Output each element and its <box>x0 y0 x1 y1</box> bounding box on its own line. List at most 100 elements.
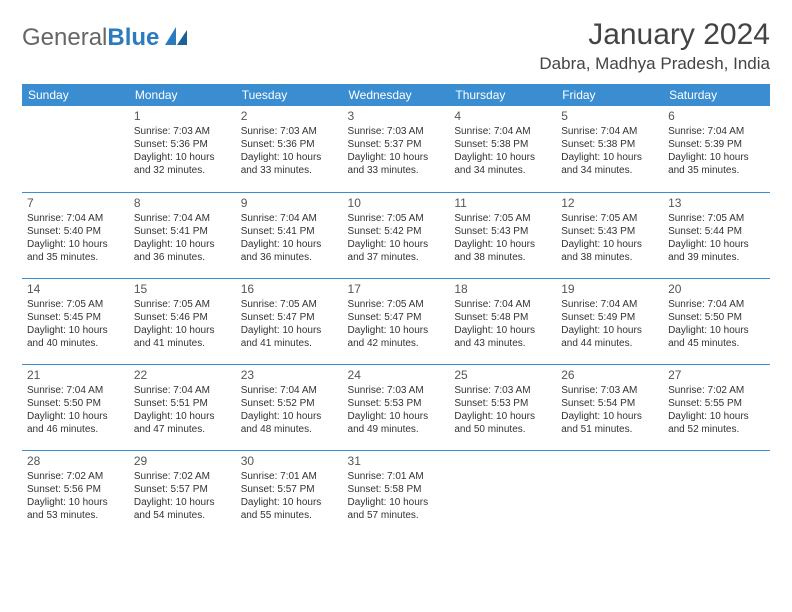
calendar-day: 20Sunrise: 7:04 AMSunset: 5:50 PMDayligh… <box>663 278 770 364</box>
calendar-day: 7Sunrise: 7:04 AMSunset: 5:40 PMDaylight… <box>22 192 129 278</box>
day-info: Sunrise: 7:05 AMSunset: 5:42 PMDaylight:… <box>348 212 445 264</box>
sunrise-line: Sunrise: 7:04 AM <box>134 384 231 397</box>
location: Dabra, Madhya Pradesh, India <box>539 54 770 74</box>
sunrise-line: Sunrise: 7:01 AM <box>241 470 338 483</box>
calendar-day: 10Sunrise: 7:05 AMSunset: 5:42 PMDayligh… <box>343 192 450 278</box>
daylight-line: Daylight: 10 hours and 44 minutes. <box>561 324 658 350</box>
day-info: Sunrise: 7:03 AMSunset: 5:53 PMDaylight:… <box>348 384 445 436</box>
calendar-week: 1Sunrise: 7:03 AMSunset: 5:36 PMDaylight… <box>22 106 770 192</box>
calendar-day: 2 Sunrise: 7:03 AMSunset: 5:36 PMDaylight… <box>236 106 343 192</box>
calendar-body: 1Sunrise: 7:03 AMSunset: 5:36 PMDaylight… <box>22 106 770 536</box>
sunrise-line: Sunrise: 7:05 AM <box>668 212 765 225</box>
sunset-line: Sunset: 5:43 PM <box>454 225 551 238</box>
daylight-line: Daylight: 10 hours and 34 minutes. <box>561 151 658 177</box>
day-number: 14 <box>27 282 124 296</box>
calendar-day-empty <box>22 106 129 192</box>
sunset-line: Sunset: 5:36 PM <box>134 138 231 151</box>
calendar-day: 18Sunrise: 7:04 AMSunset: 5:48 PMDayligh… <box>449 278 556 364</box>
sunset-line: Sunset: 5:47 PM <box>348 311 445 324</box>
calendar-day: 1Sunrise: 7:03 AMSunset: 5:36 PMDaylight… <box>129 106 236 192</box>
daylight-line: Daylight: 10 hours and 49 minutes. <box>348 410 445 436</box>
day-number: 9 <box>241 196 338 210</box>
day-number: 20 <box>668 282 765 296</box>
daylight-line: Daylight: 10 hours and 43 minutes. <box>454 324 551 350</box>
sunset-line: Sunset: 5:48 PM <box>454 311 551 324</box>
dayname-header: Wednesday <box>343 84 450 106</box>
sunrise-line: Sunrise: 7:04 AM <box>561 125 658 138</box>
sunset-line: Sunset: 5:58 PM <box>348 483 445 496</box>
sunset-line: Sunset: 5:53 PM <box>348 397 445 410</box>
daylight-line: Daylight: 10 hours and 35 minutes. <box>668 151 765 177</box>
day-info: Sunrise: 7:04 AMSunset: 5:49 PMDaylight:… <box>561 298 658 350</box>
daylight-line: Daylight: 10 hours and 32 minutes. <box>134 151 231 177</box>
sunrise-line: Sunrise: 7:03 AM <box>348 125 445 138</box>
day-info: Sunrise: 7:05 AMSunset: 5:44 PMDaylight:… <box>668 212 765 264</box>
daylight-line: Daylight: 10 hours and 38 minutes. <box>561 238 658 264</box>
day-number: 3 <box>348 109 445 123</box>
calendar-day: 4Sunrise: 7:04 AMSunset: 5:38 PMDaylight… <box>449 106 556 192</box>
calendar-table: SundayMondayTuesdayWednesdayThursdayFrid… <box>22 84 770 536</box>
calendar-day-empty <box>663 450 770 536</box>
calendar-day: 25Sunrise: 7:03 AMSunset: 5:53 PMDayligh… <box>449 364 556 450</box>
sunrise-line: Sunrise: 7:05 AM <box>348 212 445 225</box>
daylight-line: Daylight: 10 hours and 33 minutes. <box>241 151 338 177</box>
day-number: 31 <box>348 454 445 468</box>
daylight-line: Daylight: 10 hours and 52 minutes. <box>668 410 765 436</box>
sunset-line: Sunset: 5:45 PM <box>27 311 124 324</box>
dayname-header: Sunday <box>22 84 129 106</box>
day-number: 5 <box>561 109 658 123</box>
sunrise-line: Sunrise: 7:04 AM <box>561 298 658 311</box>
calendar-day: 23Sunrise: 7:04 AMSunset: 5:52 PMDayligh… <box>236 364 343 450</box>
daylight-line: Daylight: 10 hours and 36 minutes. <box>134 238 231 264</box>
dayname-header: Saturday <box>663 84 770 106</box>
daylight-line: Daylight: 10 hours and 45 minutes. <box>668 324 765 350</box>
day-info: Sunrise: 7:03 AMSunset: 5:54 PMDaylight:… <box>561 384 658 436</box>
day-info: Sunrise: 7:03 AMSunset: 5:53 PMDaylight:… <box>454 384 551 436</box>
day-info: Sunrise: 7:05 AMSunset: 5:43 PMDaylight:… <box>454 212 551 264</box>
day-info: Sunrise: 7:04 AMSunset: 5:38 PMDaylight:… <box>561 125 658 177</box>
day-info: Sunrise: 7:04 AMSunset: 5:50 PMDaylight:… <box>27 384 124 436</box>
day-info: Sunrise: 7:04 AMSunset: 5:39 PMDaylight:… <box>668 125 765 177</box>
calendar-day-empty <box>449 450 556 536</box>
day-number: 17 <box>348 282 445 296</box>
day-number: 23 <box>241 368 338 382</box>
day-number: 6 <box>668 109 765 123</box>
sunset-line: Sunset: 5:37 PM <box>348 138 445 151</box>
sunrise-line: Sunrise: 7:03 AM <box>348 384 445 397</box>
sunrise-line: Sunrise: 7:05 AM <box>27 298 124 311</box>
sunrise-line: Sunrise: 7:05 AM <box>454 212 551 225</box>
brand-logo: GeneralBlue <box>22 24 187 52</box>
calendar-day: 26Sunrise: 7:03 AMSunset: 5:54 PMDayligh… <box>556 364 663 450</box>
daylight-line: Daylight: 10 hours and 42 minutes. <box>348 324 445 350</box>
calendar-day: 24Sunrise: 7:03 AMSunset: 5:53 PMDayligh… <box>343 364 450 450</box>
calendar-day: 19Sunrise: 7:04 AMSunset: 5:49 PMDayligh… <box>556 278 663 364</box>
calendar-day: 16Sunrise: 7:05 AMSunset: 5:47 PMDayligh… <box>236 278 343 364</box>
day-number: 8 <box>134 196 231 210</box>
day-number: 13 <box>668 196 765 210</box>
daylight-line: Daylight: 10 hours and 33 minutes. <box>348 151 445 177</box>
day-info: Sunrise: 7:01 AMSunset: 5:58 PMDaylight:… <box>348 470 445 522</box>
day-info: Sunrise: 7:01 AMSunset: 5:57 PMDaylight:… <box>241 470 338 522</box>
daylight-line: Daylight: 10 hours and 34 minutes. <box>454 151 551 177</box>
sunset-line: Sunset: 5:41 PM <box>134 225 231 238</box>
dayname-header: Friday <box>556 84 663 106</box>
daylight-line: Daylight: 10 hours and 41 minutes. <box>134 324 231 350</box>
sunset-line: Sunset: 5:40 PM <box>27 225 124 238</box>
day-info: Sunrise: 7:03 AMSunset: 5:36 PMDaylight:… <box>241 125 338 177</box>
sunset-line: Sunset: 5:43 PM <box>561 225 658 238</box>
calendar-day: 12Sunrise: 7:05 AMSunset: 5:43 PMDayligh… <box>556 192 663 278</box>
sunrise-line: Sunrise: 7:04 AM <box>668 125 765 138</box>
calendar-day: 6 Sunrise: 7:04 AMSunset: 5:39 PMDaylight… <box>663 106 770 192</box>
sunrise-line: Sunrise: 7:04 AM <box>668 298 765 311</box>
day-number: 2 <box>241 109 338 123</box>
daylight-line: Daylight: 10 hours and 39 minutes. <box>668 238 765 264</box>
day-info: Sunrise: 7:04 AMSunset: 5:51 PMDaylight:… <box>134 384 231 436</box>
day-number: 18 <box>454 282 551 296</box>
sunrise-line: Sunrise: 7:01 AM <box>348 470 445 483</box>
sunset-line: Sunset: 5:49 PM <box>561 311 658 324</box>
daylight-line: Daylight: 10 hours and 50 minutes. <box>454 410 551 436</box>
dayname-header: Thursday <box>449 84 556 106</box>
sunset-line: Sunset: 5:52 PM <box>241 397 338 410</box>
calendar-day: 28Sunrise: 7:02 AMSunset: 5:56 PMDayligh… <box>22 450 129 536</box>
calendar-week: 28Sunrise: 7:02 AMSunset: 5:56 PMDayligh… <box>22 450 770 536</box>
